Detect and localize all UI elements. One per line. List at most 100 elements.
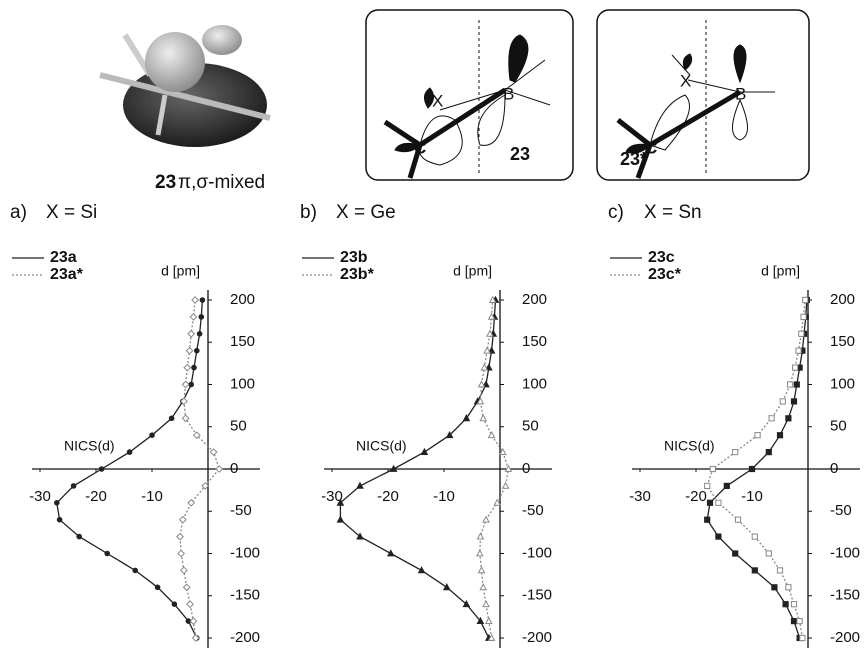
x-tick-label: -20	[85, 488, 107, 505]
point	[190, 314, 196, 320]
legend-label: 23a	[50, 249, 77, 266]
point	[705, 483, 710, 488]
point	[766, 450, 771, 455]
x-tick-label: -20	[685, 488, 707, 505]
x-axis-label: NICS(d)	[356, 438, 407, 454]
point	[184, 584, 190, 590]
panel-label: a)	[10, 202, 27, 223]
y-tick-label: 150	[522, 333, 547, 350]
point	[172, 602, 177, 607]
point	[803, 297, 808, 302]
atom-label: C	[414, 138, 426, 157]
point	[479, 381, 485, 387]
point	[710, 466, 715, 471]
y-tick-label: -200	[830, 629, 860, 646]
panel-title: X = Ge	[336, 202, 396, 223]
point	[786, 416, 791, 421]
point	[707, 500, 712, 505]
point	[486, 618, 492, 624]
point	[477, 550, 483, 556]
point	[479, 567, 485, 573]
point	[752, 534, 757, 539]
y-tick-label: -50	[230, 502, 252, 519]
point	[791, 399, 796, 404]
y-tick-label: 50	[830, 418, 847, 435]
point	[780, 399, 785, 404]
point	[797, 619, 802, 624]
point	[794, 382, 799, 387]
point	[749, 466, 754, 471]
atom-label: X	[432, 91, 443, 110]
point	[705, 517, 710, 522]
point	[755, 433, 760, 438]
figure: 23 π,σ-mixed X B C 23 X	[0, 0, 865, 657]
legend-label: 23b	[340, 249, 368, 266]
y-tick-label: 150	[830, 333, 855, 350]
point	[772, 585, 777, 590]
point	[150, 433, 155, 438]
y-tick-label: -50	[522, 502, 544, 519]
point	[186, 348, 192, 354]
point	[197, 332, 202, 337]
y-tick-label: 50	[230, 418, 247, 435]
point	[752, 568, 757, 573]
diagram-23-star: X B C 23*	[597, 10, 809, 180]
point	[766, 551, 771, 556]
point	[421, 449, 427, 455]
panel-label: b)	[300, 202, 317, 223]
point	[724, 483, 729, 488]
point	[494, 500, 500, 506]
y-tick-label: 150	[230, 333, 255, 350]
point	[181, 567, 187, 573]
point	[801, 314, 806, 319]
legend-label: 23b*	[340, 266, 375, 283]
point	[777, 568, 782, 573]
y-tick-label: -100	[230, 544, 260, 561]
point	[791, 602, 796, 607]
point	[182, 381, 188, 387]
x-tick-label: -10	[141, 488, 163, 505]
point	[796, 348, 801, 353]
diagram-label: 23*	[620, 149, 647, 169]
point	[99, 467, 104, 472]
point	[480, 415, 486, 421]
point	[777, 433, 782, 438]
point	[187, 601, 193, 607]
point	[188, 331, 194, 337]
point	[483, 517, 489, 523]
point	[71, 484, 76, 489]
y-tick-label: 200	[830, 291, 855, 308]
panel-title: X = Si	[46, 202, 97, 223]
orbital-number: 23	[155, 172, 176, 193]
point	[105, 551, 110, 556]
point	[57, 517, 62, 522]
y-axis-label: d [pm]	[453, 263, 492, 279]
point	[733, 551, 738, 556]
point	[800, 635, 805, 640]
point	[195, 348, 200, 353]
point	[184, 364, 190, 370]
point	[337, 517, 343, 523]
charts: a)X = Sid [pm]NICS(d)200150100500-50-100…	[10, 202, 860, 648]
y-axis-label: d [pm]	[161, 263, 200, 279]
point	[716, 500, 721, 505]
y-tick-label: 0	[230, 460, 238, 477]
point	[791, 619, 796, 624]
point	[200, 298, 205, 303]
atom-label: B	[735, 84, 746, 103]
point	[787, 382, 792, 387]
point	[484, 348, 490, 354]
y-tick-label: 100	[830, 375, 855, 392]
point	[480, 584, 486, 590]
x-axis-label: NICS(d)	[664, 438, 715, 454]
y-tick-label: 0	[830, 460, 838, 477]
point	[444, 584, 450, 590]
point	[199, 315, 204, 320]
orbital-suffix: π,σ-mixed	[178, 172, 265, 193]
y-tick-label: 200	[230, 291, 255, 308]
point	[786, 585, 791, 590]
diagram-23: X B C 23	[366, 10, 573, 180]
point	[783, 602, 788, 607]
point	[716, 534, 721, 539]
point	[169, 416, 174, 421]
